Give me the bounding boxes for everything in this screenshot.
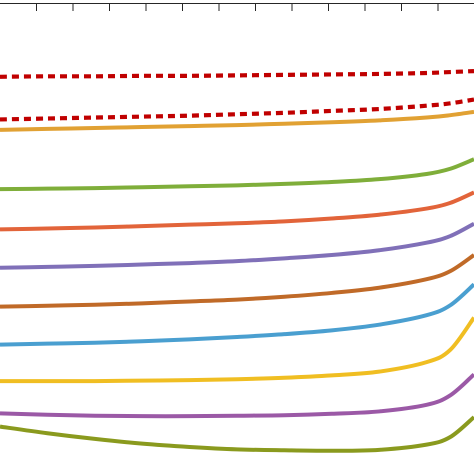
- series-line-5: [0, 190, 474, 232]
- series-line-10: [0, 372, 474, 419]
- series-line-4: [0, 157, 474, 192]
- series-line-2: [0, 97, 474, 122]
- series-line-7: [0, 253, 474, 309]
- series-line-11: [0, 415, 474, 453]
- x-axis-ticks: [36, 3, 439, 11]
- series-lines: [0, 69, 474, 453]
- series-line-6: [0, 221, 474, 270]
- series-line-3: [0, 109, 474, 132]
- series-line-9: [0, 316, 474, 384]
- series-line-8: [0, 282, 474, 347]
- series-line-1: [0, 69, 474, 79]
